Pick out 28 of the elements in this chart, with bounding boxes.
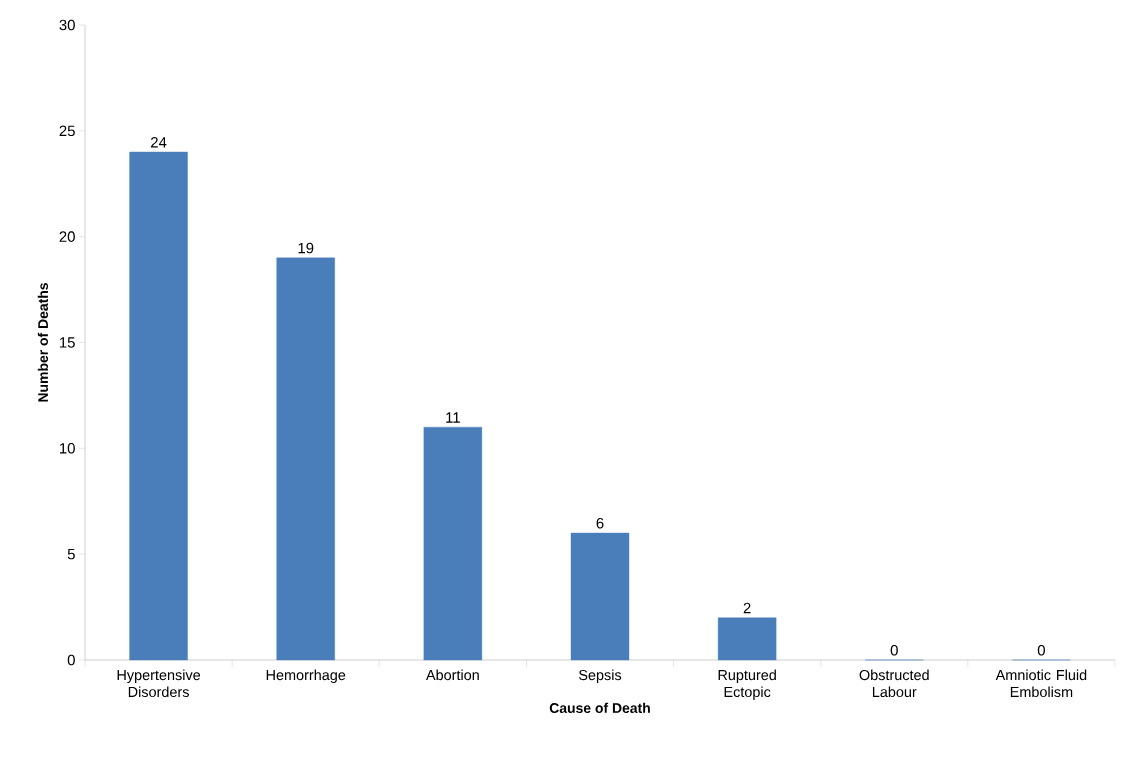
- y-axis-title: Number of Deaths: [37, 283, 49, 402]
- y-tick-label: 25: [59, 125, 75, 137]
- x-tick-label: Sepsis: [578, 669, 622, 683]
- bar: [717, 617, 777, 661]
- y-tick-label: 5: [67, 548, 75, 560]
- x-tick-label: Hypertensive Disorders: [117, 669, 201, 698]
- data-label: 19: [298, 242, 314, 254]
- data-label: 6: [596, 517, 604, 529]
- data-label: 2: [743, 602, 751, 614]
- y-tick-label: 15: [60, 337, 75, 348]
- data-label: 11: [446, 412, 460, 423]
- x-tick-label: Ruptured Ectopic: [718, 669, 776, 700]
- y-tick-label: 30: [59, 19, 75, 31]
- data-label: 0: [890, 644, 898, 656]
- y-tick-label: 20: [59, 231, 75, 242]
- data-label: 24: [151, 137, 167, 148]
- bar: [129, 151, 188, 661]
- y-tick-label: 0: [67, 654, 75, 666]
- x-tick-label: Abortion: [425, 669, 479, 681]
- data-label: 0: [1037, 644, 1045, 656]
- x-axis-title: Cause of Death: [549, 702, 650, 714]
- bar: [276, 257, 335, 661]
- x-tick-label: Obstructed Labour: [859, 669, 929, 698]
- x-tick-label: Amniotic Fluid Embolism: [995, 669, 1087, 698]
- y-tick-label: 10: [60, 443, 75, 454]
- bar: [423, 426, 483, 661]
- bar: [570, 532, 630, 661]
- x-tick-label: Hemorrhage: [266, 669, 346, 683]
